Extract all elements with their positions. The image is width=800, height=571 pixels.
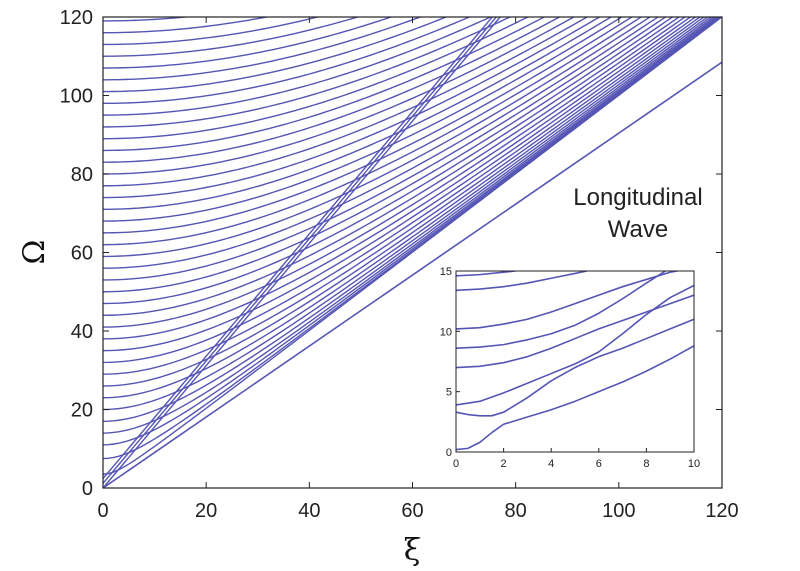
inset-branch-line-b4 [456, 294, 694, 369]
dispersion-branch-line [103, 17, 493, 116]
dispersion-branch-line [103, 17, 719, 422]
y-tick-label: 0 [82, 478, 93, 500]
dispersion-branch-line [103, 17, 717, 411]
dispersion-branch-line [103, 17, 530, 140]
dispersion-branch-line [103, 17, 394, 69]
inset-x-tick-label: 4 [548, 458, 554, 470]
dispersion-branch-line [103, 17, 712, 387]
dispersion-branch-line [103, 17, 193, 22]
inset-background [456, 271, 694, 452]
y-tick-label: 80 [71, 164, 93, 186]
dispersion-branch-line [103, 17, 697, 340]
dispersion-branch-line [103, 17, 360, 57]
dispersion-branch-line [103, 17, 512, 128]
dispersion-branch-line [103, 17, 613, 211]
dispersion-branch-line [103, 17, 660, 269]
inset-branch-line-b8 [456, 271, 516, 277]
y-tick-label: 120 [60, 7, 93, 29]
inset-y-tick-label: 15 [440, 266, 452, 278]
annotation-line-2: Wave [608, 216, 668, 243]
x-tick-label: 120 [705, 500, 738, 522]
fundamental-branch-line [103, 61, 722, 488]
inset-plot: 0 2 4 6 8 10 0 5 10 15 [440, 266, 700, 470]
inset-branch-line-b7 [456, 271, 588, 292]
dispersion-branch-line [103, 17, 687, 316]
dispersion-branch-line [103, 17, 448, 93]
inset-branch-line-b6 [456, 271, 678, 330]
inset-x-tick-label: 2 [501, 458, 507, 470]
y-tick-label: 100 [60, 86, 93, 108]
inset-x-tick-label: 6 [596, 458, 602, 470]
y-axis-label: Ω [17, 240, 52, 265]
dispersion-branch-line [103, 17, 667, 281]
dispersion-branch-line [103, 17, 721, 434]
dispersion-branch-line [103, 17, 652, 258]
annotation-line-1: Longitudinal [573, 184, 702, 211]
x-tick-label: 60 [401, 500, 423, 522]
dispersion-branch-line [103, 17, 472, 105]
inset-y-tick-label: 10 [440, 326, 452, 338]
x-tick-label: 100 [602, 500, 635, 522]
dispersion-branch-line [103, 17, 271, 34]
dispersion-branch-line [103, 17, 321, 46]
steep-branch-line [103, 17, 501, 488]
dispersion-branch-line [103, 17, 624, 222]
dispersion-branch-line [103, 17, 576, 175]
x-tick-label: 0 [97, 500, 108, 522]
dispersion-branch-line [103, 17, 634, 234]
dispersion-branch-line [103, 17, 589, 187]
dispersion-branch-line [103, 17, 601, 199]
dispersion-branch-line [103, 17, 643, 246]
dispersion-branch-line [103, 17, 546, 152]
dispersion-branch-line [103, 17, 709, 375]
y-tick-label: 60 [71, 243, 93, 265]
inset-x-tick-label: 8 [643, 458, 649, 470]
dispersion-branch-line [103, 17, 423, 81]
y-tick-label: 40 [71, 321, 93, 343]
dispersion-branch-line [103, 17, 706, 364]
inset-y-tick-label: 0 [446, 447, 452, 459]
inset-branch-line-b2 [456, 318, 694, 417]
x-tick-label: 40 [298, 500, 320, 522]
dispersion-branch-line [103, 17, 674, 293]
x-tick-label: 80 [505, 500, 527, 522]
dispersion-branch-line [103, 17, 715, 399]
y-tick-label: 20 [71, 400, 93, 422]
dispersion-branch-line [103, 17, 722, 460]
steep-branch-line [103, 17, 494, 480]
inset-x-tick-label: 10 [688, 458, 700, 470]
dispersion-branch-line [103, 17, 692, 328]
x-tick-label: 20 [195, 500, 217, 522]
x-axis-label: ξ̅ [404, 533, 421, 568]
dispersion-branch-line [103, 17, 722, 446]
dispersion-branch-line [103, 17, 702, 352]
inset-branch-line-b1 [456, 345, 694, 451]
dispersion-branch-line [103, 17, 562, 163]
steep-branch-line [103, 17, 498, 484]
dispersion-branch-line [103, 17, 681, 305]
inset-y-tick-label: 5 [446, 387, 452, 399]
inset-x-tick-label: 0 [453, 458, 459, 470]
inset-branch-line-b5 [456, 271, 666, 350]
inset-frame [455, 270, 695, 453]
